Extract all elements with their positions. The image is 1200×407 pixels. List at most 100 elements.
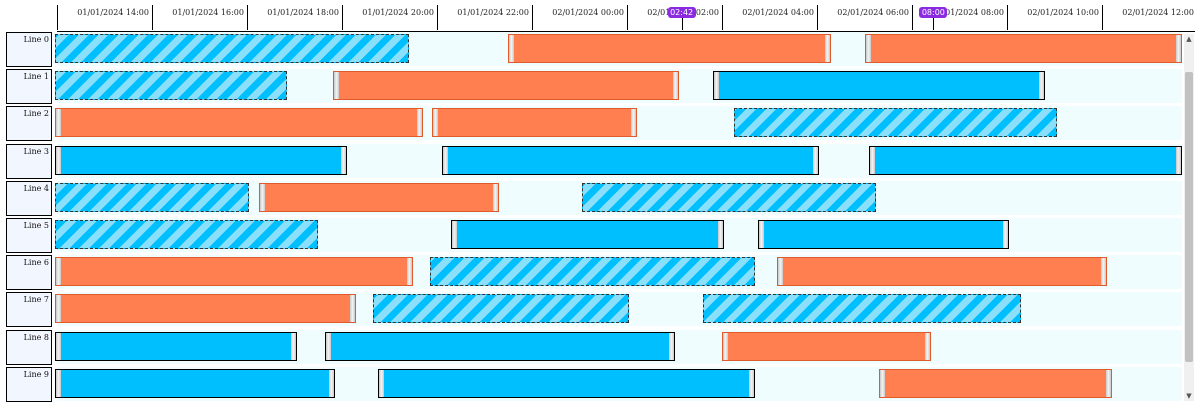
task-resize-handle-left[interactable] (442, 147, 448, 174)
task-bar-hatched[interactable] (54, 183, 250, 212)
task-bar-blue[interactable] (325, 332, 675, 361)
timeline-tick-label: 02/01/2024 06:00 (837, 8, 909, 17)
task-resize-handle-right[interactable] (328, 370, 334, 397)
task-resize-handle-right[interactable] (925, 333, 930, 360)
row-label-text: Line 4 (23, 184, 49, 193)
timeline-tick: 01/01/2024 14:00 (57, 5, 152, 30)
timeline-tick: 02/01/2024 12:00 (1102, 5, 1197, 30)
timeline-tick: 01/01/2024 20:00 (342, 5, 437, 30)
task-bar-blue[interactable] (869, 146, 1182, 175)
task-bar-orange[interactable] (508, 34, 832, 63)
task-resize-handle-right[interactable] (718, 221, 724, 248)
task-bar-blue[interactable] (757, 220, 1010, 249)
task-resize-handle-right[interactable] (416, 109, 422, 136)
row-label: Line 4 (6, 181, 52, 216)
scroll-up-arrow-icon[interactable]: ▲ (1186, 35, 1192, 43)
task-resize-handle-left[interactable] (55, 109, 61, 136)
task-resize-handle-right[interactable] (1003, 221, 1009, 248)
task-resize-handle-left[interactable] (326, 333, 332, 360)
task-bar-blue[interactable] (377, 369, 756, 398)
task-resize-handle-left[interactable] (55, 258, 61, 285)
task-bar-orange[interactable] (878, 369, 1112, 398)
task-bar-orange[interactable] (776, 257, 1107, 286)
row-label-text: Line 9 (23, 370, 49, 379)
timeline-tick-label: 01/01/2024 16:00 (172, 8, 244, 17)
task-bar-blue[interactable] (54, 332, 297, 361)
task-resize-handle-right[interactable] (630, 109, 636, 136)
task-bar-orange[interactable] (722, 332, 931, 361)
task-resize-handle-left[interactable] (879, 370, 885, 397)
task-bar-hatched[interactable] (733, 108, 1057, 137)
row-label: Line 6 (6, 255, 52, 290)
timeline-tick: 01/01/2024 22:00 (437, 5, 532, 30)
task-resize-handle-right[interactable] (668, 333, 674, 360)
task-resize-handle-right[interactable] (1176, 147, 1181, 174)
task-bar-hatched[interactable] (372, 294, 630, 323)
task-bar-orange[interactable] (54, 108, 423, 137)
time-marker-line (681, 18, 683, 30)
task-resize-handle-right[interactable] (1039, 72, 1044, 99)
task-bar-blue[interactable] (441, 146, 820, 175)
task-resize-handle-right[interactable] (825, 35, 831, 62)
timeline-tick: 02/01/2024 00:00 (532, 5, 627, 30)
task-resize-handle-left[interactable] (509, 35, 515, 62)
row-label: Line 8 (6, 330, 52, 365)
task-resize-handle-right[interactable] (407, 258, 413, 285)
row-label: Line 0 (6, 32, 52, 67)
task-resize-handle-left[interactable] (378, 370, 384, 397)
task-bar-blue[interactable] (451, 220, 725, 249)
vertical-scrollbar[interactable]: ▲ ▼ (1184, 34, 1194, 401)
task-resize-handle-right[interactable] (1100, 258, 1106, 285)
timeline-tick: 02/01/2024 04:00 (722, 5, 817, 30)
time-marker-badge[interactable]: 02:42 (667, 7, 696, 18)
task-bar-orange[interactable] (54, 257, 414, 286)
task-resize-handle-right[interactable] (1105, 370, 1111, 397)
task-bar-hatched[interactable] (703, 294, 1022, 323)
timeline-tick-label: 01/01/2024 20:00 (362, 8, 434, 17)
task-resize-handle-left[interactable] (870, 147, 876, 174)
task-resize-handle-left[interactable] (865, 35, 871, 62)
task-resize-handle-right[interactable] (290, 333, 296, 360)
task-bar-hatched[interactable] (54, 220, 319, 249)
task-resize-handle-right[interactable] (340, 147, 346, 174)
task-bar-orange[interactable] (258, 183, 499, 212)
task-bar-blue[interactable] (54, 146, 347, 175)
timeline-tick-label: 01/01/2024 14:00 (77, 8, 149, 17)
task-resize-handle-left[interactable] (723, 333, 728, 360)
task-bar-hatched[interactable] (429, 257, 756, 286)
task-bar-blue[interactable] (54, 369, 335, 398)
task-resize-handle-right[interactable] (1176, 35, 1181, 62)
task-bar-orange[interactable] (432, 108, 637, 137)
task-resize-handle-right[interactable] (749, 370, 755, 397)
scroll-down-arrow-icon[interactable]: ▼ (1186, 392, 1192, 400)
task-resize-handle-right[interactable] (350, 295, 356, 322)
task-resize-handle-left[interactable] (55, 147, 61, 174)
row-label: Line 1 (6, 69, 52, 104)
task-resize-handle-left[interactable] (55, 295, 61, 322)
task-resize-handle-left[interactable] (55, 333, 61, 360)
task-resize-handle-left[interactable] (713, 72, 719, 99)
task-bar-orange[interactable] (332, 71, 680, 100)
timeline-tick-label: 02/01/2024 08:00 (932, 8, 1004, 17)
task-bar-hatched[interactable] (54, 34, 409, 63)
task-bar-hatched[interactable] (54, 71, 288, 100)
task-resize-handle-left[interactable] (433, 109, 439, 136)
row-label: Line 9 (6, 367, 52, 402)
task-resize-handle-left[interactable] (55, 370, 61, 397)
task-bar-hatched[interactable] (581, 183, 877, 212)
scrollbar-thumb[interactable] (1185, 72, 1193, 362)
task-resize-handle-left[interactable] (452, 221, 458, 248)
task-bar-orange[interactable] (54, 294, 357, 323)
task-resize-handle-left[interactable] (777, 258, 783, 285)
task-resize-handle-left[interactable] (333, 72, 339, 99)
task-resize-handle-left[interactable] (758, 221, 764, 248)
task-bar-blue[interactable] (712, 71, 1045, 100)
time-marker-badge[interactable]: 08:00 (919, 7, 948, 18)
timeline-tick-label: 02/01/2024 12:00 (1122, 8, 1194, 17)
task-resize-handle-right[interactable] (813, 147, 819, 174)
task-bar-orange[interactable] (864, 34, 1182, 63)
task-resize-handle-right[interactable] (673, 72, 679, 99)
task-resize-handle-left[interactable] (259, 184, 265, 211)
task-resize-handle-right[interactable] (492, 184, 498, 211)
